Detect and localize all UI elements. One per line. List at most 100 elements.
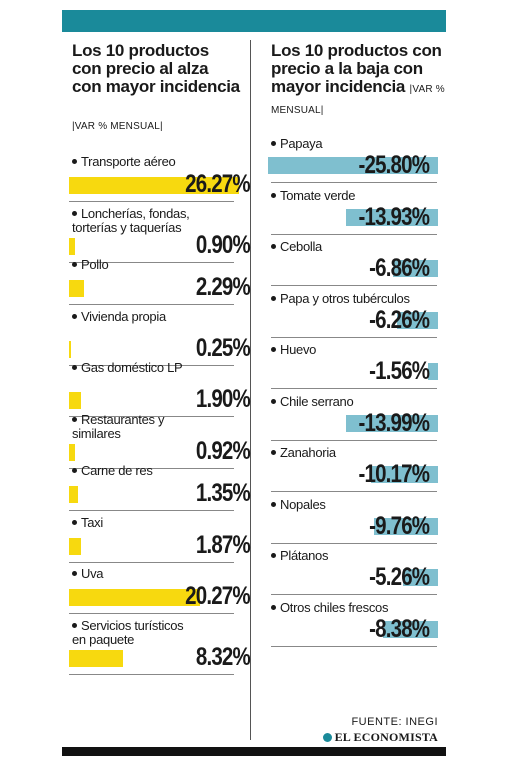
logo-mark-icon <box>322 732 332 742</box>
rise-item: Restaurantes y similares 0.92% <box>69 411 251 469</box>
rise-item-label: Transporte aéreo <box>72 155 176 169</box>
bullet-icon <box>72 468 77 474</box>
row-separator <box>271 388 437 389</box>
fall-item-label: Plátanos <box>271 548 329 563</box>
fall-item: Cebolla -6.86% <box>271 240 438 292</box>
fall-value-label: -6.86% <box>368 254 430 282</box>
rise-bar <box>69 486 78 503</box>
fall-item-label: Nopales <box>271 497 326 512</box>
rise-item-label: Carne de res <box>72 464 153 478</box>
rise-item: Uva 20.27% <box>69 566 251 619</box>
bullet-icon <box>72 519 77 525</box>
right-chart-title: Los 10 productos con precio a la baja co… <box>271 41 445 117</box>
fall-item-text: Otros chiles frescos <box>280 599 389 615</box>
publisher-logo: EL ECONOMISTA <box>322 730 438 745</box>
rise-bar <box>69 177 239 194</box>
fall-item: Zanahoria -10.17% <box>271 446 438 498</box>
bullet-icon <box>72 622 77 628</box>
bottom-accent-bar <box>62 747 446 756</box>
bullet-icon <box>271 295 276 301</box>
fall-bar <box>396 311 438 329</box>
bullet-icon <box>271 244 276 250</box>
fall-item-label: Papaya <box>271 136 323 151</box>
fall-bar <box>373 517 438 535</box>
fall-item-label: Tomate verde <box>271 188 355 203</box>
row-separator <box>271 182 437 183</box>
bullet-icon <box>271 141 276 147</box>
fall-item-label: Huevo <box>271 343 316 357</box>
row-separator <box>69 467 234 469</box>
rise-item-label: Pollo <box>72 257 109 272</box>
bullet-icon <box>72 262 77 268</box>
bullet-icon <box>271 347 276 353</box>
row-separator <box>69 304 234 305</box>
fall-value-label: -1.56% <box>368 357 430 385</box>
fall-bar <box>382 620 438 638</box>
bullet-icon <box>271 192 276 198</box>
fall-item-label: Zanahoria <box>271 446 336 460</box>
rise-item-label: Restaurantes y similares <box>72 411 192 441</box>
rise-item-label: Taxi <box>72 514 103 530</box>
fall-item-text: Papaya <box>280 136 323 151</box>
bullet-icon <box>72 159 77 165</box>
rise-item: Transporte aéreo 26.27% <box>69 155 251 207</box>
rise-item-text: Uva <box>81 566 104 581</box>
fall-item: Papaya -25.80% <box>268 136 438 189</box>
fall-item-label: Papa y otros tubérculos <box>271 291 410 306</box>
rise-value-label: 26.27% <box>185 170 250 198</box>
rise-value-label: 8.32% <box>195 642 251 671</box>
fall-item-text: Plátanos <box>280 548 329 563</box>
fall-bar <box>370 466 438 483</box>
rise-value-label: 0.25% <box>195 333 251 362</box>
row-separator <box>271 439 437 441</box>
row-separator <box>69 673 234 675</box>
rise-item: Loncherías, fondas, torterías y taquería… <box>69 205 251 263</box>
fall-bar <box>392 260 438 277</box>
rise-item-text: Carne de res <box>81 463 153 478</box>
rise-bar <box>69 589 201 606</box>
fall-value-label: -6.26% <box>368 305 430 334</box>
rise-item-text: Restaurantes y similares <box>72 411 165 441</box>
bullet-icon <box>72 571 77 577</box>
fall-bar <box>427 363 438 380</box>
bullet-icon <box>271 553 276 559</box>
top-accent-bar <box>62 10 446 32</box>
row-separator <box>69 364 234 366</box>
rise-item: Carne de res 1.35% <box>69 464 251 516</box>
fall-bar <box>346 208 438 226</box>
fall-item: Otros chiles frescos -8.38% <box>271 599 438 653</box>
fall-item: Huevo -1.56% <box>271 343 438 395</box>
rise-item-label: Uva <box>72 566 104 581</box>
fall-value-label: -13.99% <box>358 408 429 437</box>
row-separator <box>69 201 234 202</box>
right-unit-label: |VAR % MENSUAL| <box>271 84 445 116</box>
fall-item-text: Chile serrano <box>280 393 354 409</box>
rise-item-text: Pollo <box>81 257 109 272</box>
rise-value-label: 1.35% <box>195 479 251 507</box>
rise-bar <box>69 280 84 297</box>
source-note: FUENTE: INEGI <box>351 716 438 728</box>
rise-item-text: Servicios turísticos en paquete <box>72 617 184 647</box>
row-separator <box>69 510 234 511</box>
fall-value-label: -8.38% <box>368 614 430 643</box>
fall-value-label: -5.26% <box>368 563 430 591</box>
rise-bar <box>69 392 82 409</box>
row-separator <box>271 594 437 595</box>
fall-bar <box>345 414 438 432</box>
rise-value-label: 0.92% <box>195 436 251 465</box>
rise-item-label: Gas doméstico LP <box>72 361 192 375</box>
fall-item: Tomate verde -13.93% <box>271 188 438 241</box>
rise-item-label: Servicios turísticos en paquete <box>72 617 192 647</box>
rise-item-text: Taxi <box>81 514 103 530</box>
fall-item: Chile serrano -13.99% <box>271 393 438 447</box>
rise-bar <box>69 537 82 555</box>
row-separator <box>271 233 437 235</box>
left-unit-label: |VAR % MENSUAL| <box>72 121 163 132</box>
row-separator <box>69 416 234 417</box>
rise-item: Taxi 1.87% <box>69 514 251 568</box>
row-separator <box>271 542 437 544</box>
row-separator <box>271 285 437 286</box>
rise-item: Vivienda propia 0.25% <box>69 309 251 366</box>
left-chart-title: Los 10 productos con precio al alza con … <box>72 41 240 96</box>
rise-item-text: Loncherías, fondas, torterías y taquería… <box>72 205 190 235</box>
